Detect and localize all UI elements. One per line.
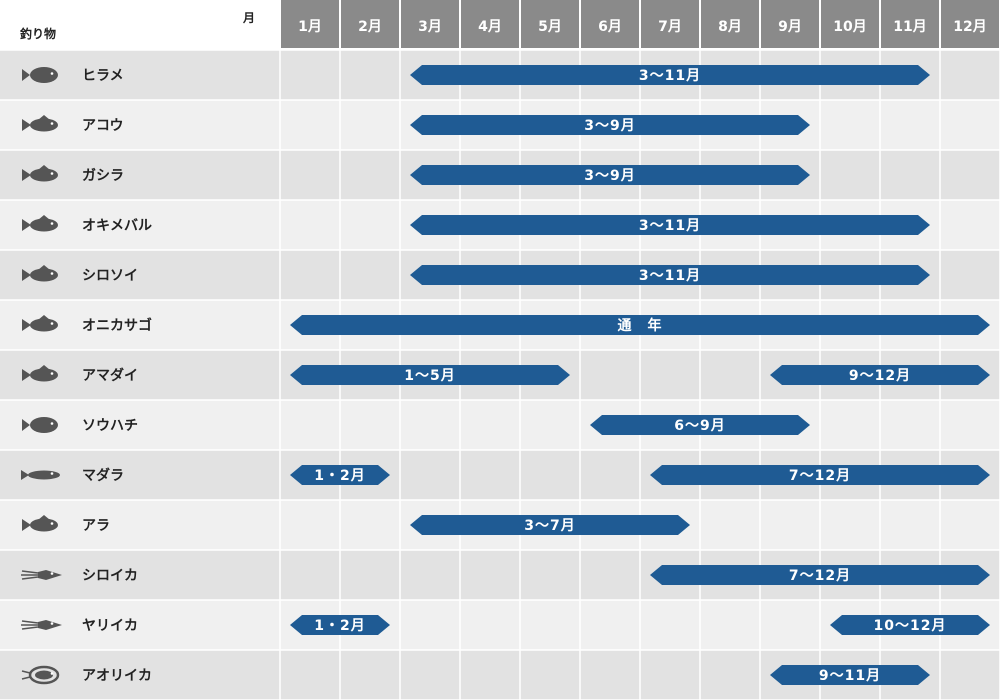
corner-header: 月 釣り物: [20, 11, 255, 41]
fish-name: ヒラメ: [82, 68, 124, 84]
fish-name: オキメバル: [82, 218, 152, 234]
season-bar-label: 通 年: [618, 317, 663, 334]
month-label: 6月: [598, 19, 622, 35]
season-bar-label: 9～12月: [849, 368, 911, 384]
squid-icon: [21, 620, 62, 630]
month-label: 8月: [718, 19, 742, 35]
season-bar-label: 10～12月: [874, 618, 947, 634]
season-bar: [650, 465, 990, 485]
fish-icon: [22, 515, 58, 532]
fish-name: アラ: [82, 518, 110, 534]
fish-icon: [22, 365, 58, 382]
month-header-cell: [641, 0, 699, 48]
month-header-cell: [941, 0, 999, 48]
fish-icon: [22, 215, 58, 232]
season-bar-label: 1～5月: [404, 368, 455, 384]
month-header-cell: [761, 0, 819, 48]
corner-fish-label: 釣り物: [20, 26, 56, 41]
fish-name: アマダイ: [82, 367, 138, 384]
month-header: 1月 2月 3月 4月 5月 6月 7月 8月 9月 10月 11月 12月: [281, 0, 999, 48]
fish-icon: [22, 165, 58, 182]
fish-name: シロソイ: [82, 268, 138, 284]
season-bar: [410, 515, 690, 535]
month-label: 9月: [778, 19, 802, 35]
month-header-cell: [821, 0, 879, 48]
season-bar-label: 3～11月: [639, 218, 701, 234]
season-bar: [830, 615, 990, 635]
fish-rows: ヒラメアコウガシラオキメバルシロソイオニカサゴアマダイソウハチマダラアラシロイカ…: [21, 67, 152, 685]
month-header-cell: [401, 0, 459, 48]
month-header-cell: [881, 0, 939, 48]
season-bar: [410, 165, 810, 185]
month-label: 10月: [833, 19, 866, 35]
month-label: 2月: [358, 19, 382, 35]
season-bar: [770, 365, 990, 385]
fish-name: オニカサゴ: [82, 317, 152, 334]
month-label: 5月: [538, 19, 562, 35]
month-header-cell: [461, 0, 519, 48]
season-bar: [410, 215, 930, 235]
season-bar-label: 6～9月: [674, 418, 725, 434]
month-header-cell: [521, 0, 579, 48]
season-bar-label: 3～9月: [584, 168, 635, 184]
season-bar: [290, 315, 990, 335]
season-bar: [410, 265, 930, 285]
month-label: 12月: [953, 19, 986, 35]
squid-icon: [21, 570, 62, 580]
fish-name: マダラ: [82, 467, 124, 484]
season-bar-label: 9～11月: [819, 668, 881, 684]
fish-icon: [22, 315, 58, 332]
month-header-cell: [341, 0, 399, 48]
season-bar-label: 7～12月: [789, 468, 851, 484]
season-bar-label: 3～9月: [584, 118, 635, 134]
fish-name: アコウ: [82, 118, 123, 134]
row-background: [0, 400, 1000, 450]
cuttlefish-icon: [21, 665, 60, 685]
month-label: 1月: [298, 19, 322, 35]
fish-name: アオリイカ: [82, 668, 152, 684]
season-bar: [290, 365, 570, 385]
season-bar-label: 7～12月: [789, 568, 851, 584]
fish-icon: [22, 115, 58, 132]
season-bar-label: 3～11月: [639, 68, 701, 84]
month-header-cell: [281, 0, 339, 48]
fish-name: ヤリイカ: [82, 618, 138, 634]
flatfish-icon: [22, 67, 58, 83]
month-label: 7月: [658, 19, 682, 35]
month-label: 3月: [418, 19, 442, 35]
corner-month-label: 月: [242, 11, 255, 25]
fish-icon: [22, 265, 58, 282]
season-bar: [410, 115, 810, 135]
season-bar: [650, 565, 990, 585]
month-label: 11月: [893, 19, 926, 35]
season-bar: [410, 65, 930, 85]
month-label: 4月: [478, 19, 502, 35]
season-bar-label: 3～7月: [524, 518, 575, 534]
fish-name: ソウハチ: [82, 418, 138, 434]
season-bar: [770, 665, 930, 685]
season-bar-label: 1・2月: [314, 468, 365, 484]
month-header-cell: [701, 0, 759, 48]
fish-name: ガシラ: [82, 168, 124, 184]
fish-name: シロイカ: [82, 568, 138, 584]
flatfish-icon: [22, 417, 58, 433]
season-bar: [290, 465, 390, 485]
season-bar: [290, 615, 390, 635]
season-bar: [590, 415, 810, 435]
slim-fish-icon: [21, 470, 60, 480]
month-header-cell: [581, 0, 639, 48]
season-bar-label: 1・2月: [314, 618, 365, 634]
season-bar-label: 3～11月: [639, 268, 701, 284]
